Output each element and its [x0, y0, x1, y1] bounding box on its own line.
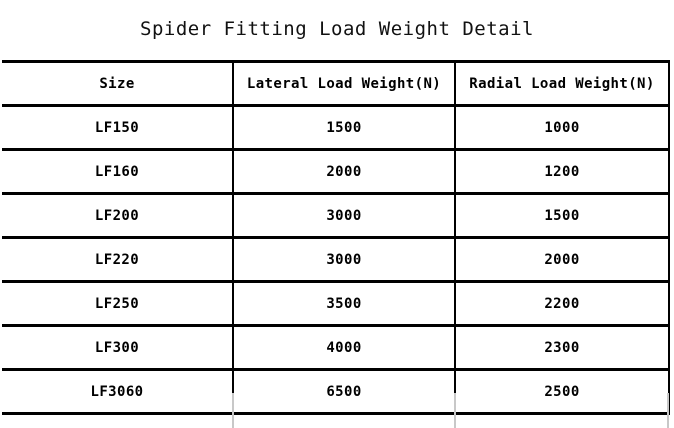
table-row: LF160 2000 1200: [2, 148, 670, 195]
cell-radial-load: 2000: [454, 236, 670, 283]
cell-lateral-load: 6500: [232, 368, 456, 415]
cell-radial-load: 2300: [454, 324, 670, 371]
table-row: LF3060 6500 2500: [2, 368, 670, 415]
cell-lateral-load: 3500: [232, 280, 456, 327]
column-header-radial-load-weight: Radial Load Weight(N): [454, 60, 670, 107]
table-header: Size Lateral Load Weight(N) Radial Load …: [2, 60, 670, 107]
page-title: Spider Fitting Load Weight Detail: [140, 18, 534, 40]
table-row: LF220 3000 2000: [2, 236, 670, 283]
column-header-size: Size: [2, 60, 234, 107]
table-body: LF150 1500 1000 LF160 2000 1200 LF200 30…: [2, 104, 670, 415]
table-container: Size Lateral Load Weight(N) Radial Load …: [2, 60, 670, 415]
column-header-lateral-load-weight: Lateral Load Weight(N): [232, 60, 456, 107]
cell-size: LF250: [2, 280, 234, 327]
table-header-row: Size Lateral Load Weight(N) Radial Load …: [2, 60, 670, 107]
cell-size: LF160: [2, 148, 234, 195]
column-guide-line: [454, 393, 456, 428]
cell-radial-load: 1200: [454, 148, 670, 195]
table-row: LF150 1500 1000: [2, 104, 670, 151]
cell-size: LF3060: [2, 368, 234, 415]
cell-size: LF200: [2, 192, 234, 239]
cell-size: LF300: [2, 324, 234, 371]
column-guide-line: [667, 393, 669, 428]
spider-fitting-load-weight-table: Size Lateral Load Weight(N) Radial Load …: [2, 60, 670, 415]
column-guide-line: [232, 393, 234, 428]
cell-radial-load: 1000: [454, 104, 670, 151]
cell-radial-load: 2500: [454, 368, 670, 415]
cell-size: LF150: [2, 104, 234, 151]
cell-size: LF220: [2, 236, 234, 283]
cell-lateral-load: 2000: [232, 148, 456, 195]
cell-radial-load: 2200: [454, 280, 670, 327]
table-row: LF250 3500 2200: [2, 280, 670, 327]
table-row: LF300 4000 2300: [2, 324, 670, 371]
cell-lateral-load: 4000: [232, 324, 456, 371]
cell-lateral-load: 1500: [232, 104, 456, 151]
cell-lateral-load: 3000: [232, 192, 456, 239]
cell-radial-load: 1500: [454, 192, 670, 239]
cell-lateral-load: 3000: [232, 236, 456, 283]
table-row: LF200 3000 1500: [2, 192, 670, 239]
